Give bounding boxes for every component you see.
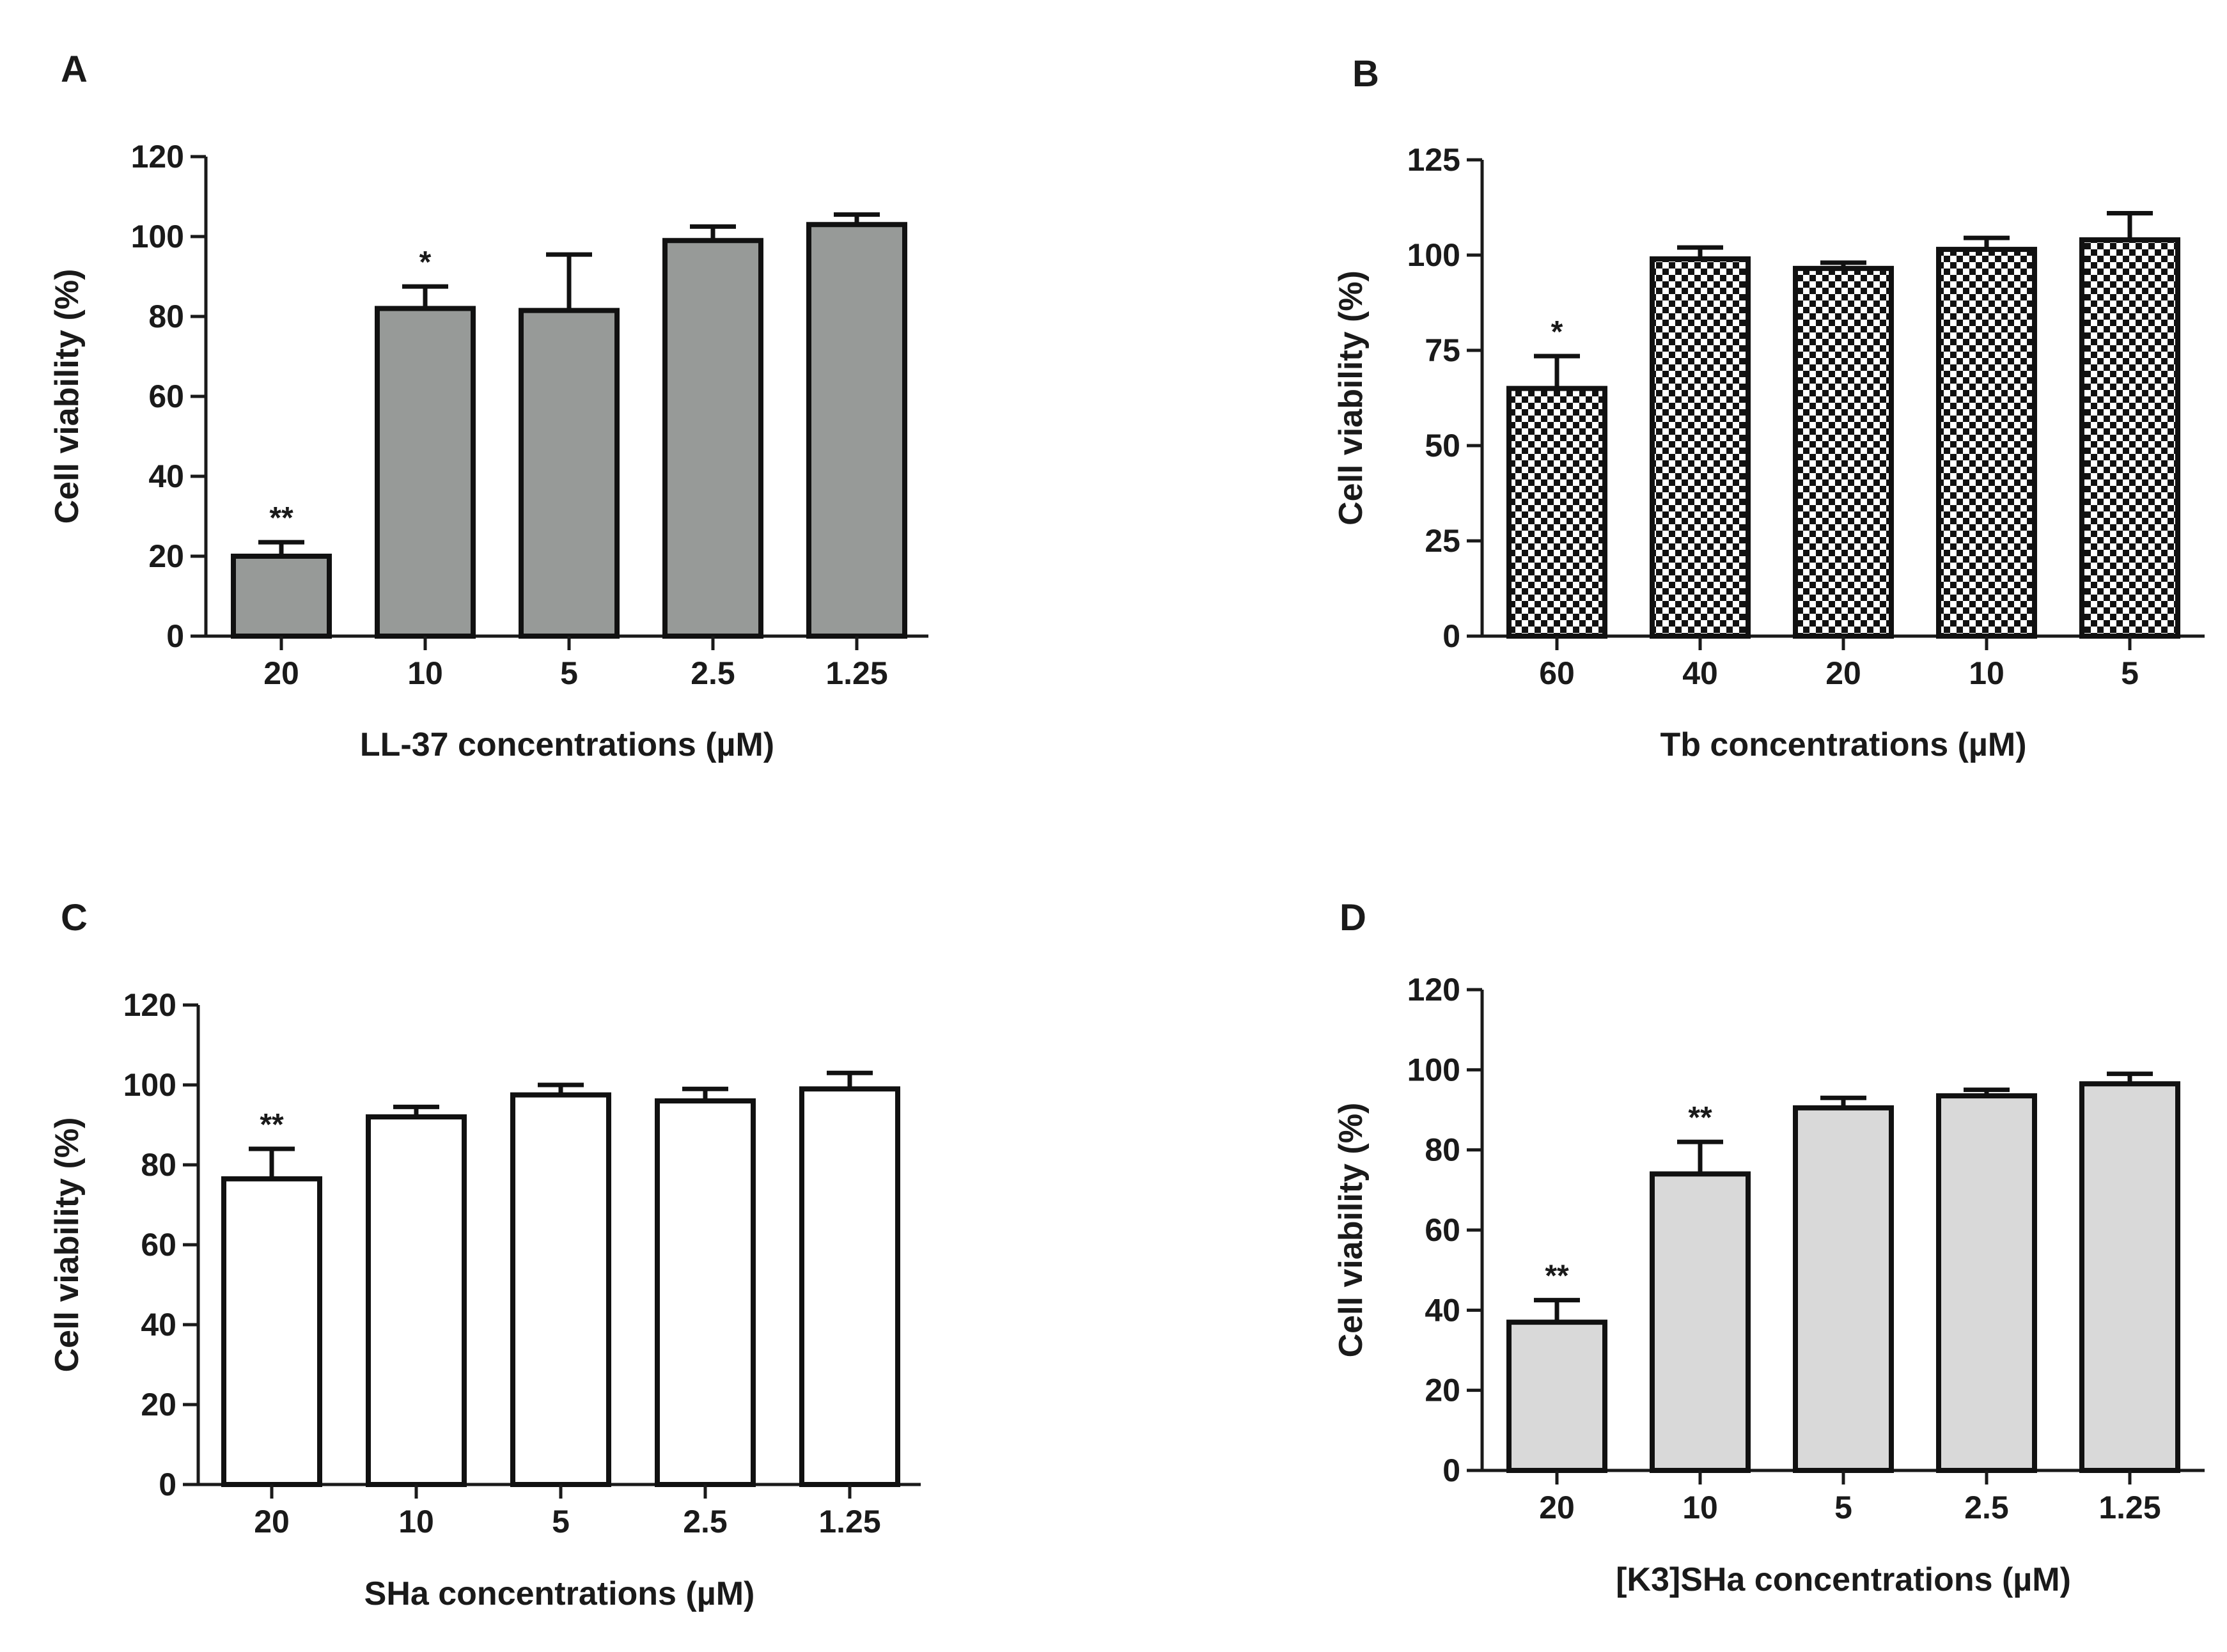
- x-tick-label: 5: [560, 655, 578, 691]
- significance-label: **: [1688, 1101, 1712, 1135]
- x-tick-label: 5: [552, 1504, 570, 1539]
- x-tick-label: 20: [1825, 655, 1861, 691]
- x-tick-label: 10: [398, 1504, 434, 1539]
- bar-2.5: [655, 1098, 756, 1487]
- significance-label: **: [260, 1108, 284, 1142]
- y-tick-label: 20: [1425, 1373, 1460, 1408]
- y-tick-label: 40: [141, 1307, 176, 1343]
- y-tick-label: 20: [148, 538, 184, 574]
- y-tick-label: 0: [166, 618, 184, 654]
- y-tick-label: 0: [1442, 618, 1460, 654]
- y-tick-label: 125: [1407, 142, 1460, 178]
- x-axis-title: SHa concentrations (µM): [364, 1575, 755, 1612]
- bar-5: [2079, 237, 2180, 639]
- bar-20: [221, 1176, 322, 1487]
- x-axis-title: Tb concentrations (µM): [1660, 726, 2026, 763]
- bar-10: [1650, 1171, 1751, 1474]
- x-tick-label: 60: [1539, 655, 1575, 691]
- bar-2.5: [1936, 1093, 2037, 1473]
- y-axis-title: Cell viability (%): [49, 269, 86, 524]
- x-tick-label: 1.25: [2098, 1490, 2161, 1525]
- chart-panel-d: D 0 20 40 60 80 100 120 20 ** 10 ** 5 2.5 1.25 [K3]SHa …: [1332, 897, 2205, 1598]
- y-tick-label: 50: [1425, 428, 1460, 464]
- y-axis-title: Cell viability (%): [1332, 1103, 1370, 1358]
- chart-panel-b: B 0 25 50 75 100 125 60 * 40 20 10 5 Tb concentration…: [1332, 53, 2205, 763]
- y-tick-label: 100: [1407, 237, 1460, 273]
- x-axis-title: LL-37 concentrations (µM): [360, 726, 774, 763]
- x-tick-label: 20: [263, 655, 299, 691]
- x-tick-label: 2.5: [683, 1504, 728, 1539]
- y-tick-label: 25: [1425, 523, 1460, 559]
- bar-10: [366, 1114, 467, 1487]
- significance-label: **: [1545, 1259, 1569, 1293]
- y-tick-label: 60: [148, 378, 184, 414]
- x-tick-label: 5: [2121, 655, 2139, 691]
- bar-60: [1506, 386, 1607, 639]
- x-tick-label: 10: [1969, 655, 2004, 691]
- x-tick-label: 10: [407, 655, 443, 691]
- y-tick-label: 100: [131, 219, 184, 254]
- panel-letter: D: [1340, 897, 1366, 939]
- significance-label: *: [419, 245, 432, 279]
- x-tick-label: 20: [1539, 1490, 1575, 1525]
- x-tick-label: 5: [1834, 1490, 1852, 1525]
- bar-1.25: [799, 1086, 900, 1487]
- y-axis-title: Cell viability (%): [1332, 270, 1370, 526]
- bar-10: [375, 306, 476, 639]
- x-tick-label: 10: [1682, 1490, 1718, 1525]
- panel-letter: B: [1352, 53, 1379, 95]
- y-tick-label: 120: [123, 987, 176, 1023]
- y-tick-label: 100: [1407, 1052, 1460, 1087]
- x-axis-title: [K3]SHa concentrations (µM): [1616, 1561, 2071, 1598]
- y-tick-label: 20: [141, 1387, 176, 1422]
- y-tick-label: 75: [1425, 332, 1460, 368]
- bar-10: [1936, 247, 2037, 639]
- bar-40: [1650, 256, 1751, 639]
- x-tick-label: 40: [1682, 655, 1718, 691]
- significance-label: *: [1551, 315, 1563, 349]
- y-tick-label: 80: [141, 1147, 176, 1183]
- bar-1.25: [806, 222, 907, 639]
- panel-letter: C: [61, 897, 88, 939]
- y-tick-label: 0: [1442, 1453, 1460, 1488]
- chart-panel-c: C 0 20 40 60 80 100 120 20 ** 10 5 2.5 1.25 SHa concen…: [49, 897, 921, 1612]
- y-tick-label: 60: [1425, 1212, 1460, 1248]
- bar-1.25: [2079, 1081, 2180, 1474]
- bar-20: [1793, 265, 1894, 639]
- significance-label: **: [269, 501, 293, 535]
- y-axis-title: Cell viability (%): [49, 1118, 86, 1373]
- y-tick-label: 60: [141, 1227, 176, 1263]
- bar-5: [519, 308, 620, 639]
- y-tick-label: 120: [131, 139, 184, 175]
- y-tick-label: 100: [123, 1067, 176, 1103]
- y-tick-label: 40: [1425, 1292, 1460, 1328]
- y-tick-label: 120: [1407, 972, 1460, 1008]
- panel-letter: A: [61, 49, 88, 90]
- y-tick-label: 40: [148, 458, 184, 494]
- bar-5: [510, 1092, 611, 1487]
- x-tick-label: 20: [254, 1504, 290, 1539]
- chart-panel-a: A 0 20 40 60 80 100 120 20 ** 10 * 5 2.5 1.25 LL-37 con…: [49, 49, 928, 763]
- x-tick-label: 2.5: [1964, 1490, 2009, 1525]
- bar-5: [1793, 1105, 1894, 1474]
- bar-20: [1506, 1320, 1607, 1473]
- y-tick-label: 80: [148, 299, 184, 334]
- x-tick-label: 1.25: [818, 1504, 880, 1539]
- bar-2.5: [662, 238, 763, 639]
- y-tick-label: 80: [1425, 1132, 1460, 1168]
- x-tick-label: 1.25: [825, 655, 887, 691]
- x-tick-label: 2.5: [691, 655, 735, 691]
- bar-20: [231, 554, 332, 639]
- y-tick-label: 0: [159, 1467, 176, 1502]
